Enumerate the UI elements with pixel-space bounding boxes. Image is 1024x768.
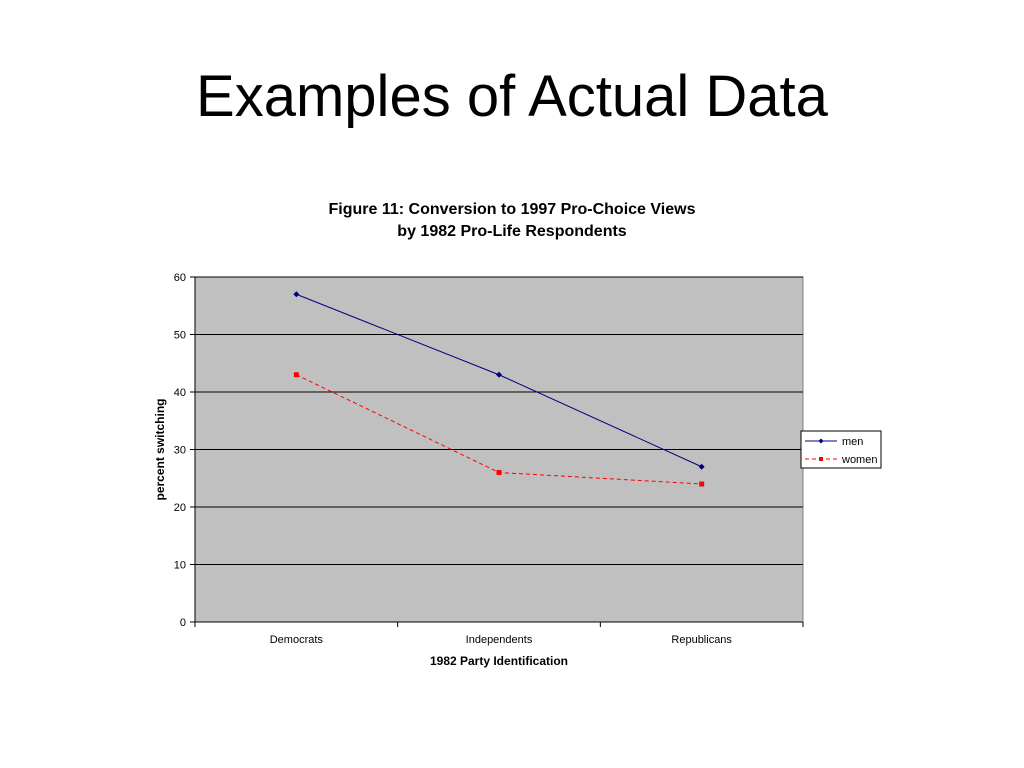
legend-marker [819,457,823,461]
legend-marker [818,438,824,444]
legend-label: women [841,454,877,466]
y-tick-label: 10 [174,560,186,572]
y-tick-label: 50 [174,330,186,342]
chart-title-line: by 1982 Pro-Life Respondents [397,223,626,240]
legend-item-men: men [805,436,863,448]
x-tick-label: Democrats [270,634,324,646]
data-point-women [496,470,502,475]
chart-title: Figure 11: Conversion to 1997 Pro-Choice… [329,201,696,240]
data-point-women [293,372,299,378]
data-point-women [699,481,705,487]
y-axis-label: percent switching [153,398,167,500]
x-tick-label: Republicans [671,634,732,646]
slide-title: Examples of Actual Data [196,64,828,129]
legend-box [800,430,882,469]
chart-title-line: Figure 11: Conversion to 1997 Pro-Choice… [329,201,696,218]
series-women [293,372,705,487]
x-axis-label: 1982 Party Identification [430,654,568,668]
series-men [293,291,705,470]
axes: 0 10 20 30 40 50 60 Democrats Independents Republ… [174,272,804,646]
y-tick-label: 30 [174,445,186,457]
legend: men women [800,430,882,469]
legend-label: men [842,436,863,448]
y-tick-label: 20 [174,502,186,514]
data-point-men [698,463,705,470]
series-layer [293,291,705,487]
data-point-men [496,371,502,378]
y-tick-label: 40 [174,387,186,399]
y-tick-label: 0 [180,617,186,629]
gridlines [195,276,803,565]
x-tick-label: Independents [466,634,533,646]
legend-item-women: women [805,454,877,466]
y-tick-label: 60 [174,272,186,284]
data-point-men [293,291,300,298]
